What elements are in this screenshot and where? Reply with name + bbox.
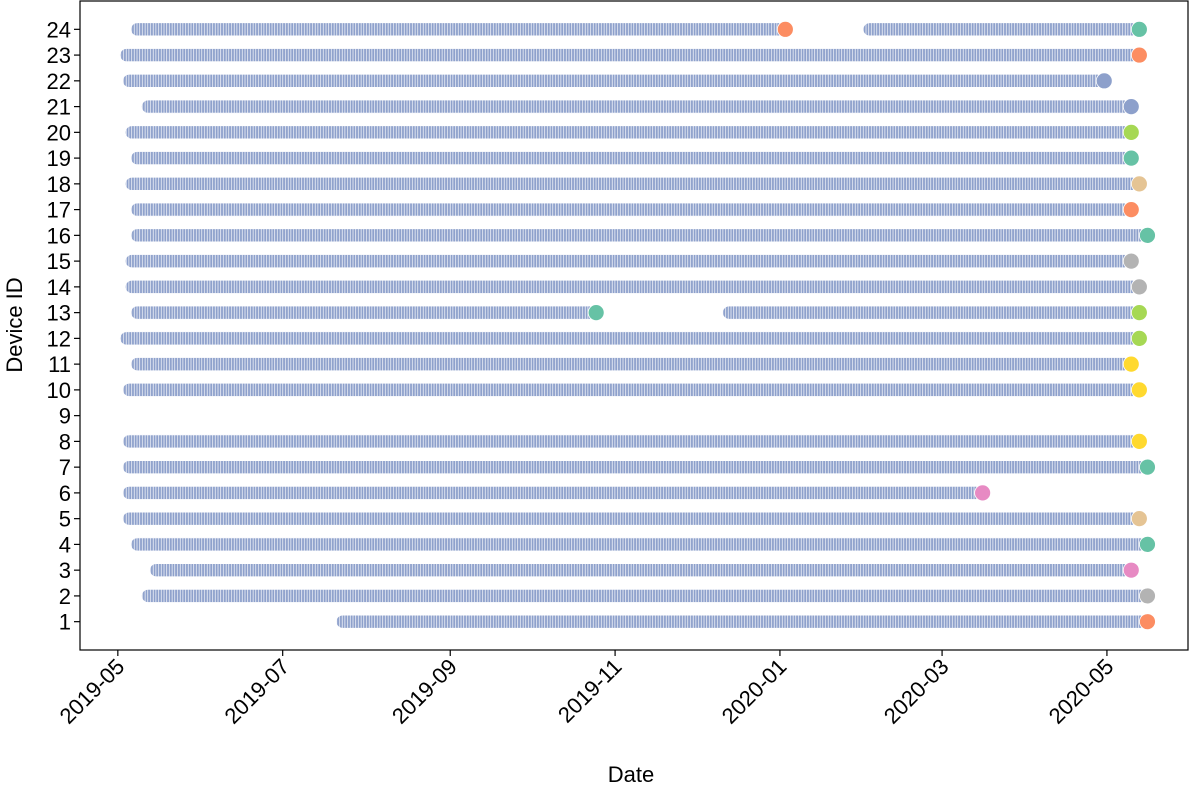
segment-end bbox=[1130, 304, 1148, 322]
segment-end bbox=[1122, 149, 1140, 167]
segment-texture bbox=[130, 357, 1132, 371]
x-tick-label: 2020-01 bbox=[717, 654, 792, 729]
segment-end bbox=[1139, 226, 1156, 244]
segment-end bbox=[974, 484, 992, 502]
segment-end bbox=[1122, 561, 1140, 579]
y-tick-label: 18 bbox=[47, 172, 71, 197]
y-tick-label: 12 bbox=[47, 326, 71, 351]
segment-texture bbox=[130, 203, 1132, 217]
segment-texture bbox=[119, 48, 1140, 62]
segment-texture bbox=[141, 100, 1132, 114]
segment-end bbox=[587, 304, 605, 322]
segment-end bbox=[1130, 46, 1148, 64]
segment-end bbox=[1122, 123, 1140, 141]
x-tick-label: 2020-03 bbox=[879, 654, 954, 729]
segment-texture bbox=[122, 74, 1105, 88]
segment-texture bbox=[119, 331, 1140, 345]
y-tick-label: 1 bbox=[59, 610, 71, 635]
y-tick-label: 15 bbox=[47, 249, 71, 274]
y-tick-label: 5 bbox=[59, 507, 71, 532]
y-tick-label: 21 bbox=[47, 95, 71, 120]
segment-end bbox=[1139, 587, 1156, 605]
segment-end bbox=[1130, 381, 1148, 399]
segment-end bbox=[1130, 432, 1148, 450]
segment-texture bbox=[149, 563, 1132, 577]
y-tick-label: 11 bbox=[48, 352, 71, 377]
y-tick-label: 22 bbox=[47, 69, 71, 94]
y-tick-label: 10 bbox=[47, 378, 71, 403]
segment-texture bbox=[125, 177, 1140, 191]
y-tick-label: 13 bbox=[47, 301, 71, 326]
segment-end bbox=[1130, 20, 1148, 38]
segment-end bbox=[1130, 175, 1148, 193]
segment-end bbox=[1139, 536, 1156, 553]
segment-texture bbox=[122, 460, 1148, 474]
segment-end bbox=[776, 20, 794, 38]
x-tick-label: 2019-09 bbox=[387, 654, 462, 729]
segment-texture bbox=[122, 434, 1140, 448]
segment-texture bbox=[863, 22, 1140, 36]
segment-end bbox=[1095, 72, 1113, 90]
segment-texture bbox=[141, 589, 1148, 603]
y-tick-label: 9 bbox=[59, 404, 71, 429]
segment-end bbox=[1139, 458, 1156, 476]
segment-texture bbox=[130, 151, 1132, 165]
segment-texture bbox=[130, 537, 1148, 551]
y-tick-label: 20 bbox=[47, 120, 71, 145]
y-tick-label: 7 bbox=[59, 455, 71, 480]
segment-texture bbox=[336, 615, 1148, 629]
segment-texture bbox=[125, 280, 1140, 294]
y-tick-label: 24 bbox=[47, 17, 71, 42]
segment-texture bbox=[122, 486, 983, 500]
y-tick-label: 17 bbox=[47, 198, 71, 223]
y-tick-label: 4 bbox=[59, 532, 71, 557]
y-tick-label: 23 bbox=[47, 43, 71, 68]
segment-texture bbox=[130, 22, 786, 36]
segment-texture bbox=[125, 254, 1132, 268]
y-tick-label: 2 bbox=[59, 584, 71, 609]
segment-texture bbox=[130, 228, 1148, 242]
segment-end bbox=[1130, 278, 1148, 296]
y-tick-label: 19 bbox=[47, 146, 71, 171]
x-tick-label: 2019-11 bbox=[553, 654, 627, 728]
y-tick-label: 3 bbox=[59, 558, 71, 583]
segment-texture bbox=[122, 512, 1140, 526]
segment-end bbox=[1122, 252, 1140, 270]
x-axis-label: Date bbox=[608, 762, 654, 787]
segment-end bbox=[1122, 355, 1140, 373]
segment-end bbox=[1139, 613, 1156, 631]
plot-frame bbox=[79, 0, 1189, 651]
y-tick-label: 6 bbox=[59, 481, 71, 506]
segment-texture bbox=[722, 306, 1140, 320]
y-tick-label: 14 bbox=[47, 275, 71, 300]
segment-end bbox=[1130, 329, 1148, 347]
segment-end bbox=[1122, 98, 1140, 115]
y-tick-label: 8 bbox=[59, 429, 71, 454]
segment-texture bbox=[130, 306, 597, 320]
x-tick-label: 2019-05 bbox=[55, 654, 130, 729]
x-tick-label: 2020-05 bbox=[1044, 654, 1119, 729]
segment-end bbox=[1122, 201, 1140, 219]
y-tick-label: 16 bbox=[47, 223, 71, 248]
x-tick-label: 2019-07 bbox=[219, 654, 294, 729]
segment-end bbox=[1130, 510, 1148, 528]
y-axis-label: Device ID bbox=[2, 277, 27, 372]
segment-texture bbox=[125, 125, 1132, 139]
segment-texture bbox=[122, 383, 1140, 397]
